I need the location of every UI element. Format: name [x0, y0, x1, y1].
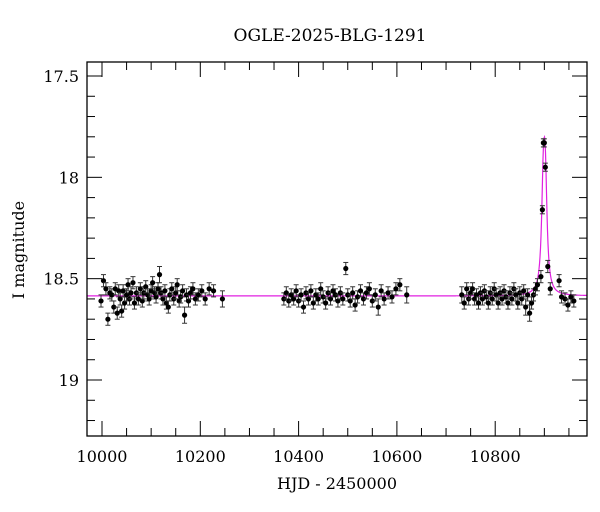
data-point	[300, 300, 307, 314]
data-point	[340, 292, 346, 306]
data-point	[350, 286, 356, 300]
data-point	[335, 294, 341, 308]
data-point	[541, 138, 547, 148]
data-point	[174, 278, 180, 292]
data-point	[404, 286, 410, 304]
data-point	[547, 282, 553, 296]
x-axis-label: HJD - 2450000	[277, 474, 397, 493]
plot-frame	[86, 61, 588, 437]
data-point	[146, 292, 152, 306]
data-point	[513, 288, 519, 302]
data-point	[389, 290, 395, 304]
x-tick-label: 10800	[470, 447, 521, 466]
chart-title: OGLE-2025-BLG-1291	[234, 26, 427, 46]
data-point	[525, 288, 531, 302]
data-point	[122, 296, 128, 310]
data-point	[195, 288, 201, 302]
data-point	[378, 284, 384, 298]
x-tick-label: 10400	[273, 447, 324, 466]
data-point	[473, 288, 480, 302]
data-point	[105, 312, 111, 326]
y-tick-label: 19	[59, 371, 79, 390]
data-point	[298, 288, 304, 302]
data-point	[100, 274, 107, 288]
data-point	[131, 296, 138, 310]
data-point	[119, 304, 125, 318]
data-point	[206, 282, 212, 296]
data-point	[461, 296, 467, 310]
y-tick-label: 18.5	[43, 270, 79, 289]
data-point	[315, 292, 321, 306]
data-point	[558, 290, 565, 304]
data-point	[397, 278, 403, 292]
data-point	[181, 306, 188, 324]
data-point	[545, 259, 551, 274]
data-point	[103, 282, 109, 296]
data-point	[192, 292, 198, 306]
data-point	[210, 284, 217, 298]
data-point	[366, 282, 372, 296]
y-axis-label: I magnitude	[9, 201, 28, 299]
data-point	[385, 286, 391, 300]
data-point	[343, 261, 349, 276]
axis-ticks	[87, 62, 587, 436]
data-point	[291, 292, 297, 306]
data-point	[352, 298, 358, 312]
data-point	[347, 294, 353, 308]
data-point	[318, 282, 324, 296]
data-point	[111, 300, 117, 314]
data-point	[130, 276, 136, 290]
data-point	[393, 282, 399, 296]
x-tick-label: 10200	[175, 447, 226, 466]
data-point	[98, 294, 104, 308]
data-point	[114, 306, 120, 320]
y-tick-labels: 17.5 18 18.5 19	[43, 67, 79, 390]
y-tick-label: 18	[59, 168, 79, 187]
data-point	[521, 284, 527, 298]
y-tick-label: 17.5	[43, 67, 79, 86]
data-point	[180, 284, 186, 298]
data-point	[190, 282, 196, 296]
data-point	[310, 296, 316, 310]
model-curve	[87, 134, 587, 297]
data-point	[372, 288, 378, 302]
data-point	[363, 286, 370, 300]
data-point	[185, 294, 192, 308]
data-points	[98, 138, 577, 326]
data-point	[523, 298, 529, 316]
data-point	[539, 205, 545, 215]
data-point	[542, 162, 548, 172]
data-point	[556, 274, 562, 288]
x-tick-labels: 10000 10200 10400 10600 10800	[77, 447, 521, 466]
data-point	[469, 282, 476, 296]
data-point	[308, 284, 314, 298]
x-tick-label: 10600	[371, 447, 422, 466]
data-point	[199, 284, 205, 298]
data-point	[139, 294, 145, 308]
data-point	[125, 278, 131, 292]
data-point	[534, 278, 541, 292]
data-point	[202, 292, 208, 306]
data-point	[156, 266, 163, 284]
data-point	[565, 298, 571, 312]
data-point	[499, 292, 505, 306]
data-point	[519, 292, 525, 306]
data-point	[219, 290, 226, 308]
x-tick-label: 10000	[77, 447, 128, 466]
data-point	[369, 294, 375, 308]
data-point	[160, 292, 166, 306]
data-point	[571, 294, 577, 308]
data-point	[375, 298, 381, 316]
data-point	[357, 284, 364, 298]
data-point	[538, 270, 544, 284]
data-point	[288, 288, 294, 302]
plot-area	[86, 61, 588, 437]
